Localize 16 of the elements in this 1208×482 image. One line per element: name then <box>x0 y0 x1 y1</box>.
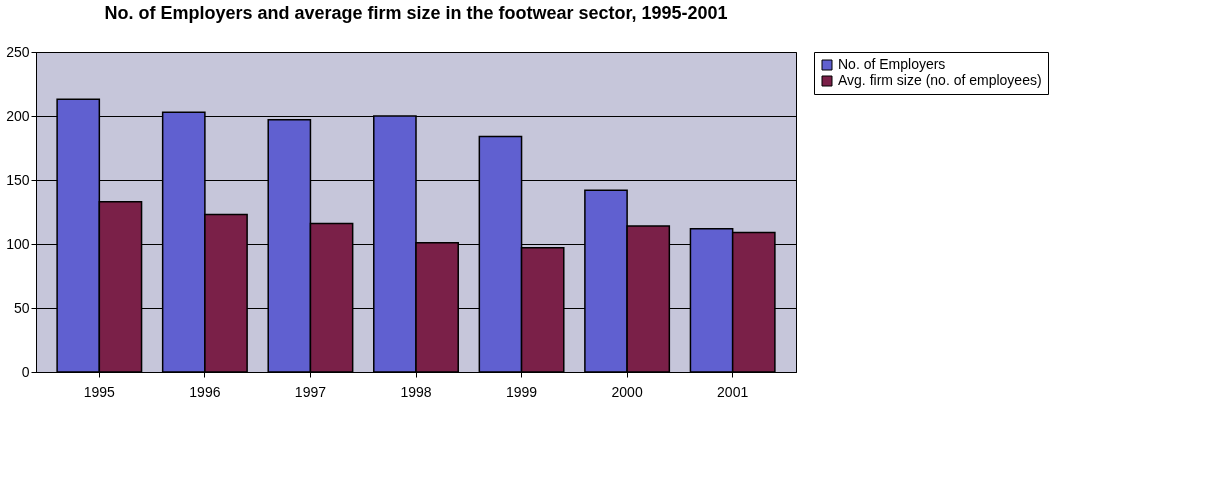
y-tick-label: 0 <box>21 363 30 380</box>
x-tick-label: 1995 <box>83 383 116 400</box>
x-tick-label: 1998 <box>400 383 432 400</box>
y-tick-label: 150 <box>6 171 30 188</box>
legend-label: Avg. firm size (no. of employees) <box>838 72 1042 88</box>
x-tick-label: 1999 <box>505 383 538 400</box>
y-tick-label: 100 <box>6 235 30 252</box>
chart-title: No. of Employers and average firm size in the footwear sector, 1995-2001 <box>104 3 728 23</box>
x-tick-label: 1996 <box>189 383 221 400</box>
y-tick-label: 50 <box>13 299 30 316</box>
y-tick-label: 200 <box>6 107 30 124</box>
y-tick-label: 250 <box>6 43 30 60</box>
legend-label: No. of Employers <box>838 56 946 72</box>
x-tick-label: 2000 <box>611 383 643 400</box>
x-tick-label: 1997 <box>294 383 327 400</box>
x-tick-label: 2001 <box>717 383 749 400</box>
